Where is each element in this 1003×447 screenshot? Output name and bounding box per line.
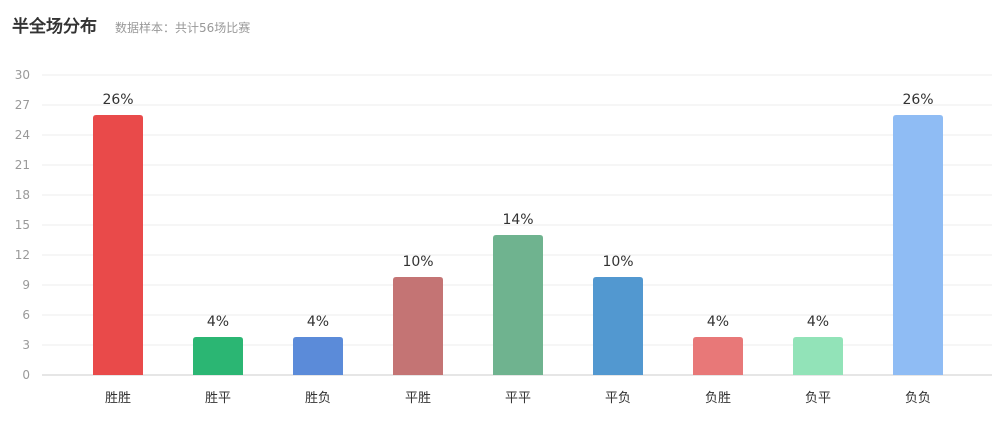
- y-tick-label: 15: [15, 218, 30, 232]
- chart-header: 半全场分布 数据样本：共计56场比赛: [12, 12, 250, 37]
- bar-负胜: [693, 337, 743, 375]
- bar-胜胜: [93, 115, 143, 375]
- y-tick-label: 24: [15, 128, 30, 142]
- data-label: 4%: [207, 314, 229, 330]
- bar-平负: [593, 277, 643, 375]
- x-tick-label: 平胜: [405, 391, 431, 406]
- x-tick-label: 负胜: [705, 391, 731, 406]
- y-tick-label: 30: [15, 68, 30, 82]
- y-tick-label: 0: [22, 368, 30, 382]
- y-tick-label: 18: [15, 188, 30, 202]
- data-label: 14%: [502, 212, 533, 228]
- y-tick-label: 3: [22, 338, 30, 352]
- y-tick-label: 12: [15, 248, 30, 262]
- x-tick-label: 胜胜: [105, 391, 131, 406]
- data-label: 10%: [402, 254, 433, 270]
- data-label: 26%: [102, 92, 133, 108]
- x-tick-label: 平平: [505, 391, 531, 406]
- y-tick-label: 9: [22, 278, 30, 292]
- x-tick-label: 胜平: [205, 391, 231, 406]
- data-label: 4%: [307, 314, 329, 330]
- bar-胜负: [293, 337, 343, 375]
- bar-胜平: [193, 337, 243, 375]
- bar-负负: [893, 115, 943, 375]
- data-label: 4%: [807, 314, 829, 330]
- chart-title: 半全场分布: [12, 17, 97, 37]
- y-tick-label: 6: [22, 308, 30, 322]
- bar-负平: [793, 337, 843, 375]
- data-label: 4%: [707, 314, 729, 330]
- bar-平胜: [393, 277, 443, 375]
- chart-subtitle: 数据样本：共计56场比赛: [115, 21, 251, 35]
- x-tick-label: 胜负: [305, 391, 331, 406]
- x-tick-label: 负负: [905, 391, 931, 406]
- data-label: 10%: [602, 254, 633, 270]
- x-tick-label: 平负: [605, 391, 631, 406]
- y-tick-label: 27: [15, 98, 30, 112]
- bar-平平: [493, 235, 543, 375]
- data-label: 26%: [902, 92, 933, 108]
- x-tick-label: 负平: [805, 391, 831, 406]
- y-tick-label: 21: [15, 158, 30, 172]
